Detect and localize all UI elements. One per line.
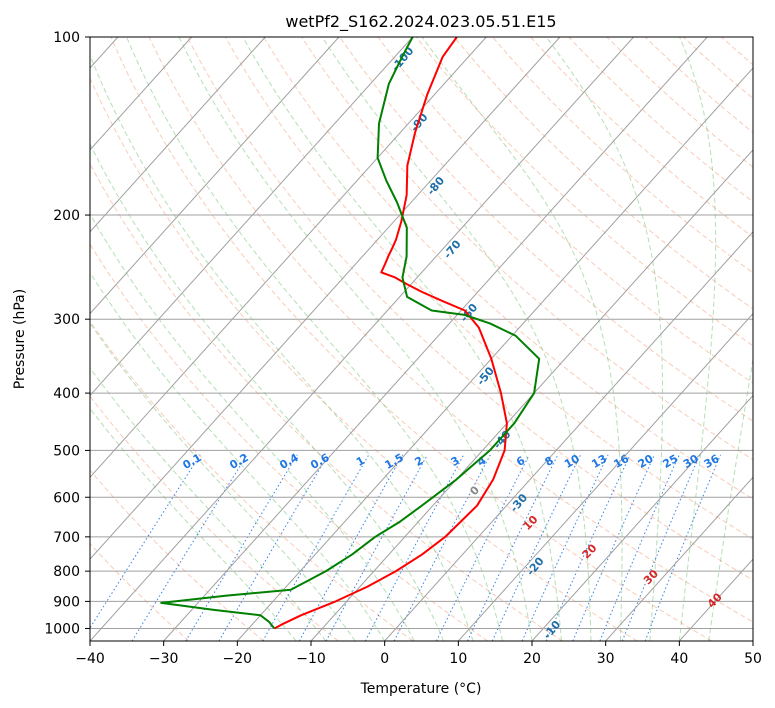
isotherm <box>236 67 753 641</box>
isotherm <box>384 230 753 641</box>
moist-adiabat <box>90 142 445 641</box>
dry-adiabat <box>90 162 563 641</box>
dry-adiabat <box>415 37 753 347</box>
dry-adiabat <box>90 77 638 641</box>
dry-adiabat <box>110 37 712 641</box>
mixing-ratio-line <box>644 454 722 641</box>
isotherm <box>310 149 753 641</box>
mixing-ratio-line <box>467 454 559 641</box>
mixing-ratio-line <box>325 454 428 641</box>
x-tick-label: 50 <box>744 651 762 667</box>
dry-adiabat <box>90 395 339 641</box>
temperature-line <box>273 37 508 630</box>
x-axis: −40 −30 −20 −10 0 10 20 30 40 50 <box>75 641 762 667</box>
mixing-ratio-line <box>185 454 298 641</box>
dry-adiabat <box>224 37 753 540</box>
isotherm <box>531 394 753 641</box>
mixing-ratio-line <box>435 454 530 641</box>
isotherm <box>90 37 634 641</box>
x-tick-label: 30 <box>597 651 615 667</box>
dry-adiabat <box>568 37 753 203</box>
dry-adiabat <box>186 37 753 581</box>
y-tick-label: 300 <box>53 312 80 328</box>
x-axis-label: Temperature (°C) <box>360 681 482 697</box>
y-tick-label: 200 <box>53 208 80 224</box>
isotherm <box>90 37 266 233</box>
moist-adiabat <box>545 37 664 641</box>
mixing-ratio-line <box>393 454 491 641</box>
moist-adiabat <box>421 37 623 641</box>
plot-frame <box>89 36 754 642</box>
x-tick-label: 40 <box>670 651 688 667</box>
moist-adiabat <box>90 54 474 641</box>
background-lines <box>90 37 753 641</box>
dry-adiabat <box>90 243 488 641</box>
moist-adiabat <box>90 271 386 641</box>
dry-adiabat <box>148 37 753 623</box>
y-tick-label: 100 <box>53 30 80 46</box>
x-tick-label: −40 <box>75 651 105 667</box>
isotherm <box>163 37 708 641</box>
y-tick-label: 800 <box>53 564 80 580</box>
moist-adiabat <box>90 213 415 641</box>
y-axis: 1000 900 800 700 600 500 400 300 200 100 <box>44 30 90 637</box>
y-tick-label: 600 <box>53 490 80 506</box>
moist-adiabat <box>321 37 592 641</box>
x-tick-label: 0 <box>380 651 389 667</box>
isotherm <box>90 37 340 315</box>
y-axis-label: Pressure (hPa) <box>12 289 28 389</box>
x-tick-label: −30 <box>149 651 179 667</box>
y-tick-label: 700 <box>53 530 80 546</box>
y-tick-label: 400 <box>53 386 80 402</box>
isotherm <box>605 476 753 641</box>
x-tick-label: −20 <box>223 651 253 667</box>
isotherm <box>90 37 192 151</box>
mixing-ratio-line <box>599 454 680 641</box>
dewpoint-line <box>160 37 541 630</box>
moist-adiabat <box>90 407 297 641</box>
mixing-ratio-line <box>621 454 701 641</box>
moist-adiabat <box>242 37 562 641</box>
isotherm <box>457 312 753 641</box>
dry-adiabat <box>377 37 753 384</box>
mixing-ratio-line <box>90 454 201 629</box>
moist-adiabat <box>678 37 717 641</box>
mixing-ratio-line <box>298 454 404 641</box>
y-tick-label: 500 <box>53 443 80 459</box>
isotherm <box>90 37 413 397</box>
y-tick-label: 1000 <box>44 621 80 637</box>
moist-adiabat <box>90 322 356 641</box>
dry-adiabat <box>90 320 414 641</box>
y-tick-label: 900 <box>53 594 80 610</box>
dry-adiabat <box>492 37 753 274</box>
isotherm <box>90 37 487 479</box>
moist-adiabat <box>708 355 753 641</box>
x-tick-label: 20 <box>523 651 541 667</box>
mixing-ratio-line <box>131 454 248 641</box>
dry-adiabat <box>90 469 264 641</box>
x-tick-label: 10 <box>449 651 467 667</box>
mixing-ratio-line <box>572 454 655 641</box>
x-tick-label: −10 <box>296 651 326 667</box>
moist-adiabat <box>126 37 504 641</box>
mixing-ratio-line <box>364 454 465 641</box>
dry-adiabat <box>263 37 753 500</box>
isotherm <box>90 37 561 560</box>
series-layer <box>160 37 541 630</box>
chart-title: wetPf2_S162.2024.023.05.51.E15 <box>285 12 556 32</box>
